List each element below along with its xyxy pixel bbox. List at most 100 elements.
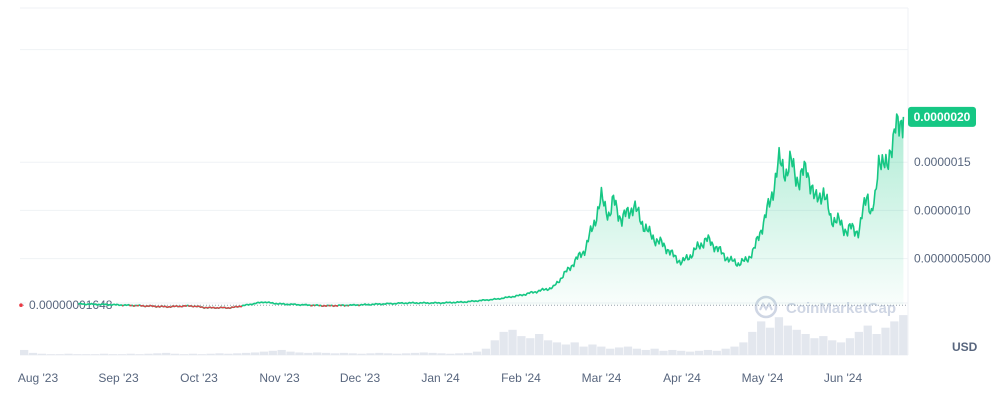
volume-bar-33 xyxy=(313,352,322,355)
volume-bar-19 xyxy=(188,353,197,355)
volume-bar-35 xyxy=(330,353,340,355)
x-tick-label-6: Feb '24 xyxy=(501,371,541,385)
volume-bar-87 xyxy=(792,329,801,355)
price-area-fill xyxy=(78,114,904,309)
volume-bar-49 xyxy=(455,353,464,355)
volume-bar-74 xyxy=(677,350,686,355)
volume-bar-50 xyxy=(464,352,473,355)
volume-bar-91 xyxy=(828,340,837,355)
currency-label: USD xyxy=(952,340,978,354)
volume-bar-15 xyxy=(153,353,162,355)
volume-bar-34 xyxy=(321,352,331,355)
volume-bar-77 xyxy=(703,349,713,355)
volume-bar-40 xyxy=(375,352,384,355)
x-tick-label-2: Oct '23 xyxy=(180,371,218,385)
volume-bar-67 xyxy=(614,347,624,355)
volume-bar-4 xyxy=(55,354,64,355)
volume-bar-80 xyxy=(730,346,739,355)
volume-bar-85 xyxy=(774,317,784,355)
volume-bar-46 xyxy=(428,352,437,355)
volume-bar-64 xyxy=(588,344,597,355)
volume-bar-99 xyxy=(899,315,908,355)
volume-bar-8 xyxy=(91,354,100,355)
x-tick-label-9: May '24 xyxy=(742,371,784,385)
volume-bar-58 xyxy=(535,334,544,355)
volume-bar-71 xyxy=(650,348,659,355)
volume-bar-27 xyxy=(259,351,269,355)
volume-bar-88 xyxy=(801,334,810,355)
volume-bar-28 xyxy=(268,350,277,355)
volume-bar-54 xyxy=(499,331,508,355)
volume-bar-10 xyxy=(108,354,118,355)
volume-bar-52 xyxy=(481,348,491,355)
volume-bar-1 xyxy=(28,352,38,355)
current-price-label: 0.0000020 xyxy=(914,110,971,124)
x-tick-label-8: Apr '24 xyxy=(663,371,701,385)
volume-bar-81 xyxy=(739,342,748,355)
volume-bar-47 xyxy=(437,353,446,355)
volume-bar-25 xyxy=(242,352,251,355)
volume-bar-44 xyxy=(410,352,419,355)
volume-bar-83 xyxy=(757,321,766,355)
x-tick-label-1: Sep '23 xyxy=(98,371,139,385)
volume-bar-63 xyxy=(579,346,588,355)
volume-bar-76 xyxy=(694,350,704,355)
volume-bar-13 xyxy=(135,354,144,355)
x-tick-label-3: Nov '23 xyxy=(259,371,300,385)
volume-bar-9 xyxy=(99,353,109,355)
volume-bar-82 xyxy=(748,331,757,355)
volume-bar-97 xyxy=(881,327,890,355)
baseline-label-background xyxy=(26,298,116,313)
baseline-marker xyxy=(19,303,23,308)
x-tick-label-7: Mar '24 xyxy=(582,371,622,385)
volume-bar-62 xyxy=(570,342,579,355)
volume-bar-68 xyxy=(623,346,633,355)
volume-bar-79 xyxy=(721,348,730,355)
volume-bar-96 xyxy=(872,334,881,355)
volume-bar-92 xyxy=(836,342,846,355)
volume-bar-90 xyxy=(819,336,828,355)
volume-bar-37 xyxy=(348,353,357,355)
volume-bar-18 xyxy=(179,354,189,355)
volume-bar-24 xyxy=(233,353,242,355)
y-tick-label-1: 0.0000015 xyxy=(914,155,971,169)
volume-bar-41 xyxy=(384,353,393,355)
volume-bar-42 xyxy=(392,353,402,355)
volume-bar-36 xyxy=(339,352,348,355)
volume-bar-70 xyxy=(641,349,650,355)
volume-bar-53 xyxy=(490,340,499,355)
volume-bar-59 xyxy=(543,340,553,355)
volume-bar-30 xyxy=(286,351,295,355)
x-tick-label-0: Aug '23 xyxy=(18,371,59,385)
volume-bar-21 xyxy=(206,353,215,355)
volume-bar-73 xyxy=(668,349,677,355)
baseline-price-label: 0.00000001648 xyxy=(29,298,113,312)
volume-bar-7 xyxy=(82,354,91,355)
volume-bar-11 xyxy=(117,354,126,355)
price-line-below-baseline xyxy=(122,304,360,309)
volume-bar-12 xyxy=(126,353,135,355)
volume-bar-94 xyxy=(854,331,863,355)
volume-bar-72 xyxy=(659,350,668,355)
x-tick-label-4: Dec '23 xyxy=(340,371,381,385)
volume-bar-69 xyxy=(632,348,641,355)
y-tick-label-3: 0.0000005000 xyxy=(914,252,991,266)
volume-bar-23 xyxy=(224,353,233,355)
volume-bar-57 xyxy=(526,338,535,355)
volume-bar-20 xyxy=(197,354,206,355)
volume-bar-56 xyxy=(517,336,526,355)
volume-bar-38 xyxy=(357,353,366,355)
volume-bar-3 xyxy=(46,354,55,355)
current-price-badge: 0.0000020 xyxy=(908,106,976,127)
volume-bar-48 xyxy=(446,353,455,355)
y-axis: 0.0000015 0.0000010 0.0000005000 xyxy=(914,155,991,265)
volume-bar-75 xyxy=(686,351,695,355)
volume-bar-6 xyxy=(73,354,82,355)
volume-bar-14 xyxy=(144,353,153,355)
x-axis: Aug '23 Sep '23 Oct '23 Nov '23 Dec '23 Jan '… xyxy=(18,371,863,385)
volume-bar-78 xyxy=(712,350,721,355)
volume-bars xyxy=(20,315,908,355)
volume-bar-0 xyxy=(20,349,29,355)
volume-bar-43 xyxy=(401,353,411,355)
